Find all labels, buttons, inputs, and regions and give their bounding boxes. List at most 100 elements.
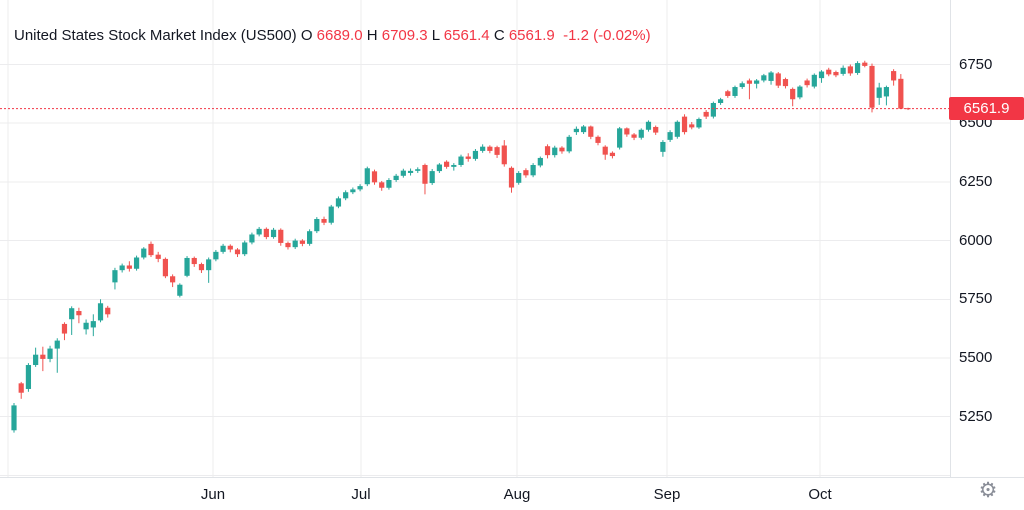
candle-body-up [552, 147, 558, 156]
candle-body-up [472, 150, 479, 159]
candle-body-up [407, 170, 414, 173]
price-axis[interactable]: 6561.9 6750 6500 6250 6000 5750 5500 5250 [949, 0, 1024, 477]
candle-body-up [386, 180, 392, 188]
last-price-badge: 6561.9 [949, 97, 1024, 121]
candle-body-down [544, 146, 551, 156]
candle-body-down [703, 111, 709, 117]
close-label: C [493, 27, 505, 44]
candle-body-up [314, 218, 320, 232]
candle-body-down [61, 323, 68, 334]
time-axis-label: Aug [503, 486, 531, 503]
candlestick-chart[interactable] [0, 0, 950, 477]
high-label: H [366, 27, 378, 44]
candle-body-up [883, 87, 890, 97]
candle-body-up [754, 80, 760, 84]
candle-body-up [54, 340, 60, 349]
candle-body-down [18, 383, 24, 393]
candle-body-down [227, 245, 233, 250]
candle-body-up [573, 128, 579, 133]
candle-body-up [429, 171, 435, 184]
candle-body-up [732, 87, 738, 96]
candle-body-up [696, 118, 702, 128]
change-value: -1.2 (-0.02%) [563, 27, 651, 44]
candle-body-down [170, 276, 176, 283]
candle-body-down [891, 71, 897, 81]
candle-body-up [818, 71, 825, 79]
candle-body-up [220, 245, 226, 252]
time-axis[interactable]: Jun Jul Aug Sep Oct [0, 477, 1024, 510]
candle-body-down [869, 65, 875, 108]
candle-body-up [177, 284, 183, 296]
price-axis-label: 5250 [959, 407, 993, 425]
candle-body-down [746, 80, 753, 84]
candle-body-down [487, 146, 493, 151]
candle-body-down [191, 257, 197, 265]
candle-body-down [148, 243, 154, 256]
candle-body-down [379, 182, 385, 188]
candle-body-up [133, 257, 140, 269]
candle-body-down [725, 91, 731, 96]
candle-body-down [862, 62, 868, 66]
time-axis-label: Jun [200, 486, 226, 503]
candle-body-up [480, 146, 486, 151]
candle-body-up [141, 248, 147, 258]
price-axis-label: 5750 [959, 290, 993, 308]
candle-body-down [609, 152, 616, 157]
close-value: 6561.9 [508, 27, 555, 44]
candle-body-up [400, 170, 406, 176]
candle-body-up [335, 198, 342, 207]
candle-body-down [653, 126, 659, 133]
time-axis-label: Oct [808, 486, 832, 503]
price-axis-label: 6250 [959, 172, 993, 190]
candle-body-up [364, 168, 370, 185]
candle-body-up [458, 156, 464, 165]
candle-body-up [119, 265, 125, 271]
candle-body-down [689, 124, 695, 128]
candle-body-up [393, 175, 399, 181]
candle-body-up [617, 128, 623, 148]
candle-body-down [444, 161, 450, 167]
candle-body-down [631, 134, 637, 138]
candle-body-up [660, 141, 666, 152]
candle-body-down [371, 171, 378, 183]
candle-body-up [566, 136, 572, 152]
candle-body-up [357, 186, 363, 190]
candle-body-up [69, 308, 75, 320]
candle-body-down [198, 264, 205, 271]
candle-body-down [162, 258, 169, 277]
candle-body-down [494, 147, 500, 155]
instrument-title: United States Stock Market Index (US500) [14, 27, 297, 44]
candle-body-up [645, 121, 652, 130]
candle-body-down [826, 69, 832, 75]
settings-gear-icon[interactable]: ⚙ [978, 479, 998, 502]
candle-body-up [667, 132, 673, 140]
candle-body-up [638, 129, 644, 138]
low-label: L [431, 27, 440, 44]
candle-body-down [681, 116, 688, 133]
candle-body-down [465, 156, 471, 159]
time-axis-label: Sep [653, 486, 681, 503]
candle-body-up [343, 192, 349, 199]
candle-body-down [847, 66, 853, 74]
candle-body-down [501, 145, 507, 165]
candle-body-down [105, 307, 111, 315]
candle-body-up [436, 164, 442, 172]
candle-body-up [350, 189, 356, 193]
candle-body-down [782, 79, 789, 87]
candle-body-up [47, 348, 53, 359]
candle-body-down [40, 354, 46, 359]
candle-body-up [11, 405, 17, 431]
candle-body-up [761, 75, 767, 81]
candle-body-up [768, 72, 774, 81]
low-value: 6561.4 [443, 27, 490, 44]
candle-body-down [775, 73, 781, 86]
candle-body-up [516, 172, 522, 183]
candle-body-up [249, 234, 255, 243]
candle-body-up [580, 126, 587, 133]
candle-body-up [674, 121, 680, 137]
candle-body-down [790, 88, 796, 100]
candle-body-up [256, 228, 262, 235]
candle-body-up [854, 63, 861, 73]
candle-body-up [270, 229, 277, 238]
candle-body-down [588, 126, 594, 137]
